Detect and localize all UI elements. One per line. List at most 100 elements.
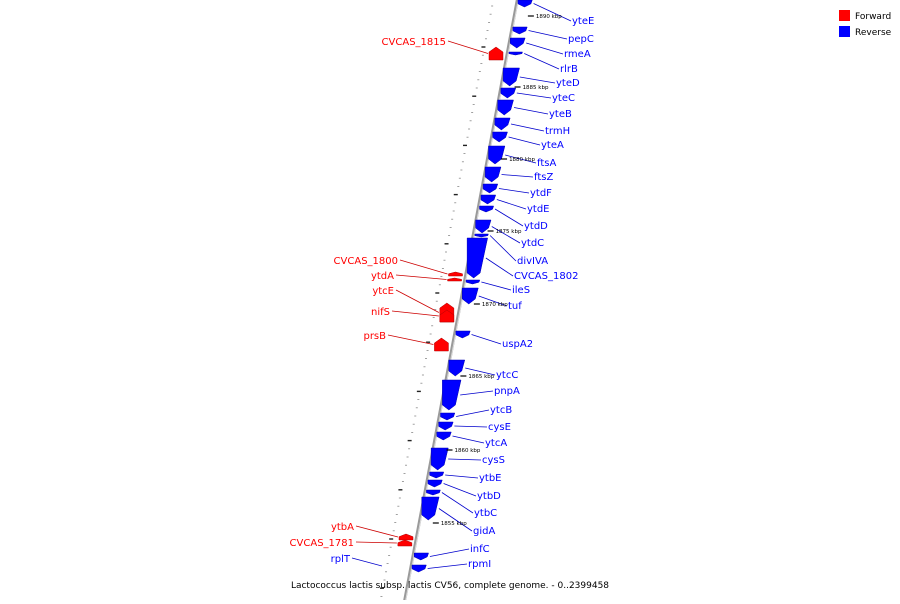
gene-cyss <box>430 447 449 471</box>
leader-ytdd <box>494 208 524 227</box>
leader-cvcas-1802 <box>485 257 514 277</box>
gene-label-tuf: tuf <box>508 301 522 312</box>
minor-ticks <box>379 5 494 597</box>
ruler-label: 1855 kbp <box>441 521 467 527</box>
label-leaders <box>351 3 572 569</box>
gene-ftsa <box>488 145 506 165</box>
ruler-label: 1885 kbp <box>523 85 549 91</box>
gene-diviva <box>474 233 489 238</box>
gene-label-ytbe: ytbE <box>479 473 502 484</box>
leader-ytbe <box>445 474 479 479</box>
leader-prsb <box>387 334 434 345</box>
gene-label-ftsa: ftsA <box>537 158 556 169</box>
gene-label-ytba: ytbA <box>331 522 354 533</box>
gene-label-ytca: ytcA <box>485 438 507 449</box>
leader-trmh <box>510 123 545 132</box>
leader-ftsz <box>501 174 534 178</box>
gene-label-ftsz: ftsZ <box>534 172 553 183</box>
leader-ytdf <box>498 188 530 194</box>
leader-yted <box>519 76 556 84</box>
gene-cyse <box>438 421 454 431</box>
gene-rlrb <box>508 51 523 56</box>
gene-yted <box>502 67 520 87</box>
ruler-labels: 1890 kbp 1885 kbp 1880 kbp 1875 kbp 1870 kbp… <box>432 14 562 527</box>
legend-reverse-label: Reverse <box>855 28 892 38</box>
legend-forward-swatch <box>839 10 850 21</box>
leader-yteb <box>514 107 549 115</box>
leader-pnpa <box>460 390 494 396</box>
gene-rmea <box>510 37 526 49</box>
gene-label-ytdc: ytdC <box>521 238 544 249</box>
leader-ytda <box>395 274 447 280</box>
leader-rpmi <box>427 563 468 569</box>
gene-label-yted: yteD <box>556 78 580 89</box>
gene-pnpa <box>442 379 462 411</box>
gene-label-ytdd: ytdD <box>524 221 548 232</box>
gene-uspa2 <box>455 330 471 339</box>
gene-pepc <box>512 26 528 35</box>
gene-label-cyse: cysE <box>488 422 511 433</box>
ruler-label: 1870 kbp <box>482 302 508 308</box>
gene-cvcas-1815 <box>488 46 504 61</box>
gene-label-pnpa: pnpA <box>494 386 520 397</box>
gene-label-infc: infC <box>470 544 490 555</box>
gene-yteb <box>497 99 514 116</box>
gene-label-nifs: nifS <box>371 307 390 318</box>
gene-ytdc <box>475 219 492 234</box>
gene-label-yteb: yteB <box>549 109 572 120</box>
gene-label-ytee: yteE <box>572 16 594 27</box>
gene-labels: yteE pepC rmeA rlrB yteD yteC yteB trmH yteA ftsA… <box>290 16 595 570</box>
gene-ytda <box>447 277 462 282</box>
gene-label-ytbd: ytbD <box>477 491 501 502</box>
gene-ytba <box>398 533 414 541</box>
gene-tuf <box>462 287 479 305</box>
leader-rmea <box>526 42 564 55</box>
gene-label-cyss: cysS <box>482 455 505 466</box>
gene-label-pepc: pepC <box>568 34 594 45</box>
gene-ytbe <box>429 471 445 479</box>
gene-label-gida: gidA <box>473 526 495 537</box>
legend-forward-label: Forward <box>855 12 891 22</box>
leader-rlrb <box>524 53 560 70</box>
gene-ytee <box>517 0 533 8</box>
gene-ytcb <box>440 412 456 421</box>
gene-label-ytea: yteA <box>541 140 564 151</box>
gene-label-rmea: rmeA <box>564 49 591 60</box>
leader-ytdc <box>491 226 521 244</box>
gene-iles <box>465 279 481 285</box>
gene-label-cvcas-1815: CVCAS_1815 <box>382 37 446 48</box>
leader-ytcc <box>465 367 496 376</box>
gene-label-iles: ileS <box>512 285 530 296</box>
gene-cvcas-1781 <box>397 539 413 547</box>
gene-nifs <box>439 309 455 323</box>
gene-label-ytec: yteC <box>552 93 575 104</box>
leader-ytcb <box>456 409 490 417</box>
leader-ytbd <box>443 483 477 497</box>
gene-rpmi <box>411 564 427 573</box>
leader-ytba <box>355 525 399 538</box>
gene-label-ytde: ytdE <box>527 204 550 215</box>
gene-label-uspa2: uspA2 <box>502 339 533 350</box>
gene-label-rpmi: rpmI <box>468 559 491 570</box>
gene-label-rlrb: rlrB <box>560 64 578 75</box>
gene-label-ytbc: ytbC <box>474 508 497 519</box>
gene-label-prsb: prsB <box>363 331 386 342</box>
gene-cvcas-1802 <box>466 237 488 279</box>
gene-ftsz <box>484 166 502 183</box>
leader-infc <box>429 548 470 557</box>
gene-glyphs <box>397 0 533 573</box>
leader-rplt <box>351 557 383 567</box>
leader-cyse <box>454 425 488 428</box>
leader-nifs <box>391 310 439 317</box>
gene-ytdd <box>479 205 494 213</box>
leader-cvcas-1781 <box>355 541 397 544</box>
leader-diviva <box>489 235 517 262</box>
gene-ytca <box>436 431 452 441</box>
gene-label-trmh: trmH <box>545 126 570 137</box>
leader-ytbc <box>441 492 474 514</box>
ruler-label: 1865 kbp <box>468 374 494 380</box>
leader-cvcas-1800 <box>399 259 448 275</box>
gene-trmh <box>494 117 511 131</box>
